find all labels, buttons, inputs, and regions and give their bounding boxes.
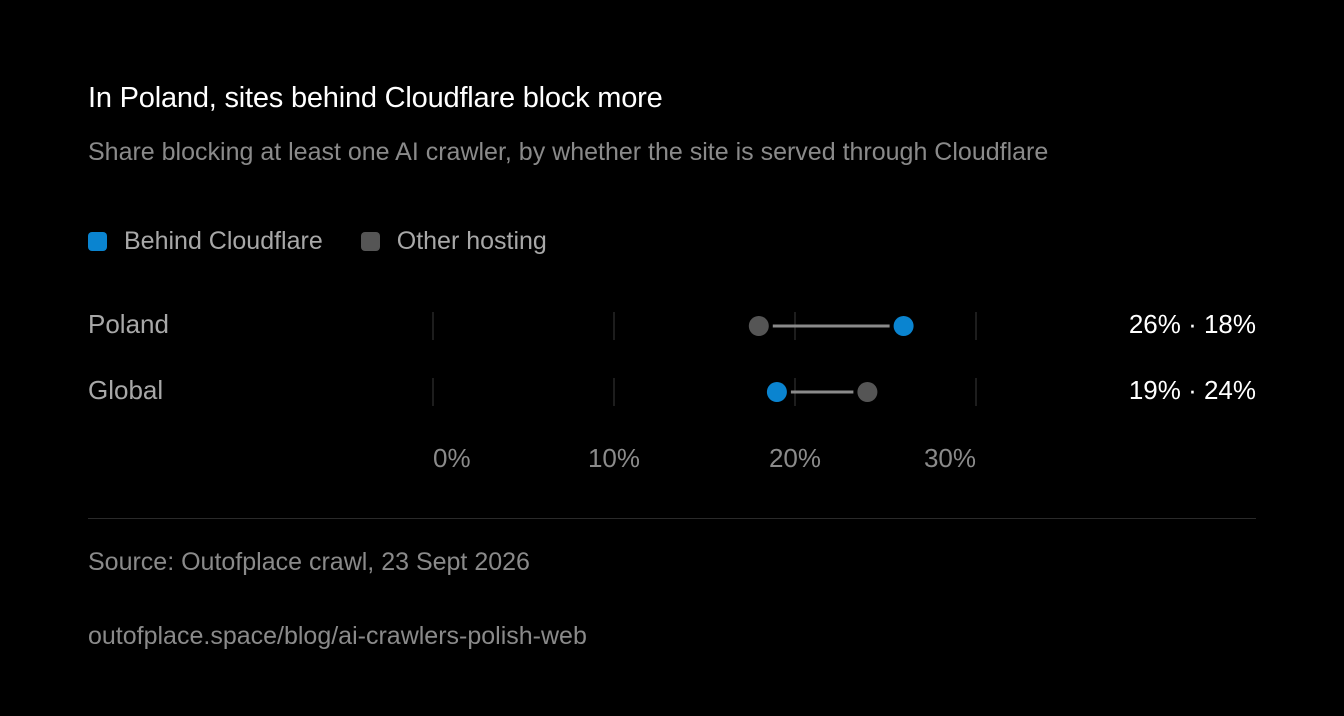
chart-subtitle: Share blocking at least one AI crawler, …	[88, 138, 1049, 166]
source-note: Source: Outofplace crawl, 23 Sept 2026	[88, 548, 530, 576]
legend-item-behind-cloudflare: Behind Cloudflare	[88, 227, 323, 256]
point-other-hosting-global	[857, 382, 878, 402]
x-tick-label-1: 10%	[588, 443, 640, 473]
row-value-poland: 26% · 18%	[1128, 309, 1256, 339]
legend-swatch-behind-cloudflare	[88, 232, 107, 251]
row-label-poland: Poland	[88, 309, 169, 339]
row-label-global: Global	[88, 375, 164, 405]
legend-label-behind-cloudflare: Behind Cloudflare	[124, 227, 323, 255]
divider	[88, 518, 1256, 519]
legend-item-other-hosting: Other hosting	[360, 227, 547, 256]
chart-title: In Poland, sites behind Cloudflare block…	[88, 82, 663, 114]
x-tick-label-3: 30%	[924, 443, 976, 473]
point-behind-cloudflare-poland	[893, 316, 914, 336]
legend-swatch-other-hosting	[360, 232, 380, 251]
source-url: outofplace.space/blog/ai-crawlers-polish…	[88, 622, 587, 650]
point-behind-cloudflare-global	[766, 382, 787, 402]
legend: Behind Cloudflare Other hosting	[88, 227, 585, 256]
x-tick-label-2: 20%	[769, 443, 821, 473]
x-tick-label-0: 0%	[433, 443, 471, 473]
legend-label-other-hosting: Other hosting	[396, 227, 547, 255]
row-value-global: 19% · 24%	[1128, 375, 1256, 405]
point-other-hosting-poland	[748, 316, 769, 336]
